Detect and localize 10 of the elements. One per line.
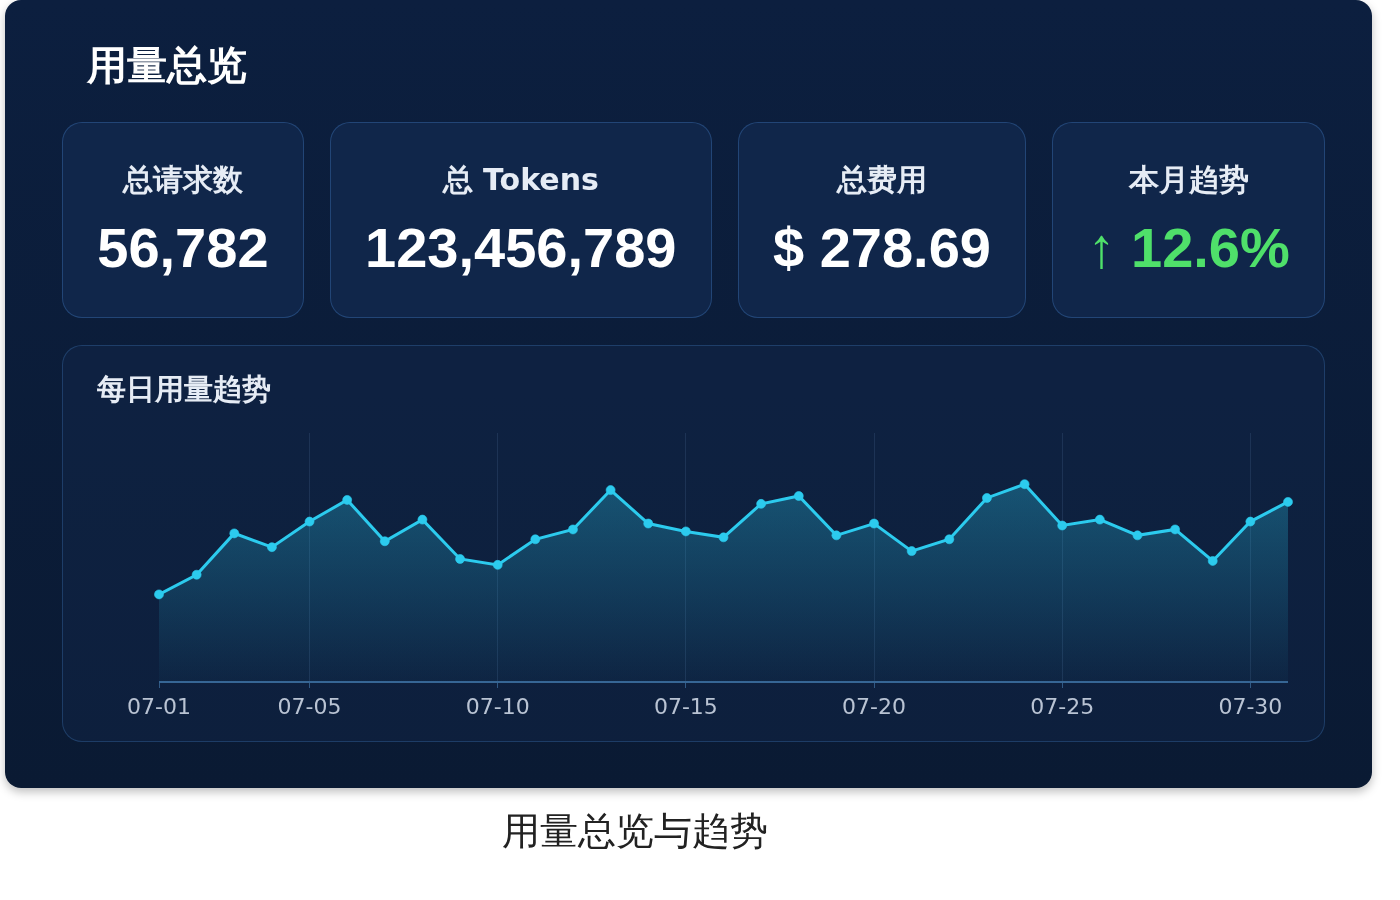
data-label: 56,782 (97, 215, 269, 280)
text: 用量总览 (87, 41, 247, 90)
data-label: 123,456,789 (365, 215, 677, 280)
data-label: $ 278.69 (772, 215, 991, 280)
category-label: 总请求数 (122, 161, 243, 199)
category-label: 总费用 (836, 161, 927, 199)
category-label: 总 Tokens (442, 161, 599, 199)
point (1283, 496, 1293, 507)
category-label: 本月趋势 (1128, 161, 1249, 199)
data-label: ↑ 12.6% (1087, 215, 1290, 280)
